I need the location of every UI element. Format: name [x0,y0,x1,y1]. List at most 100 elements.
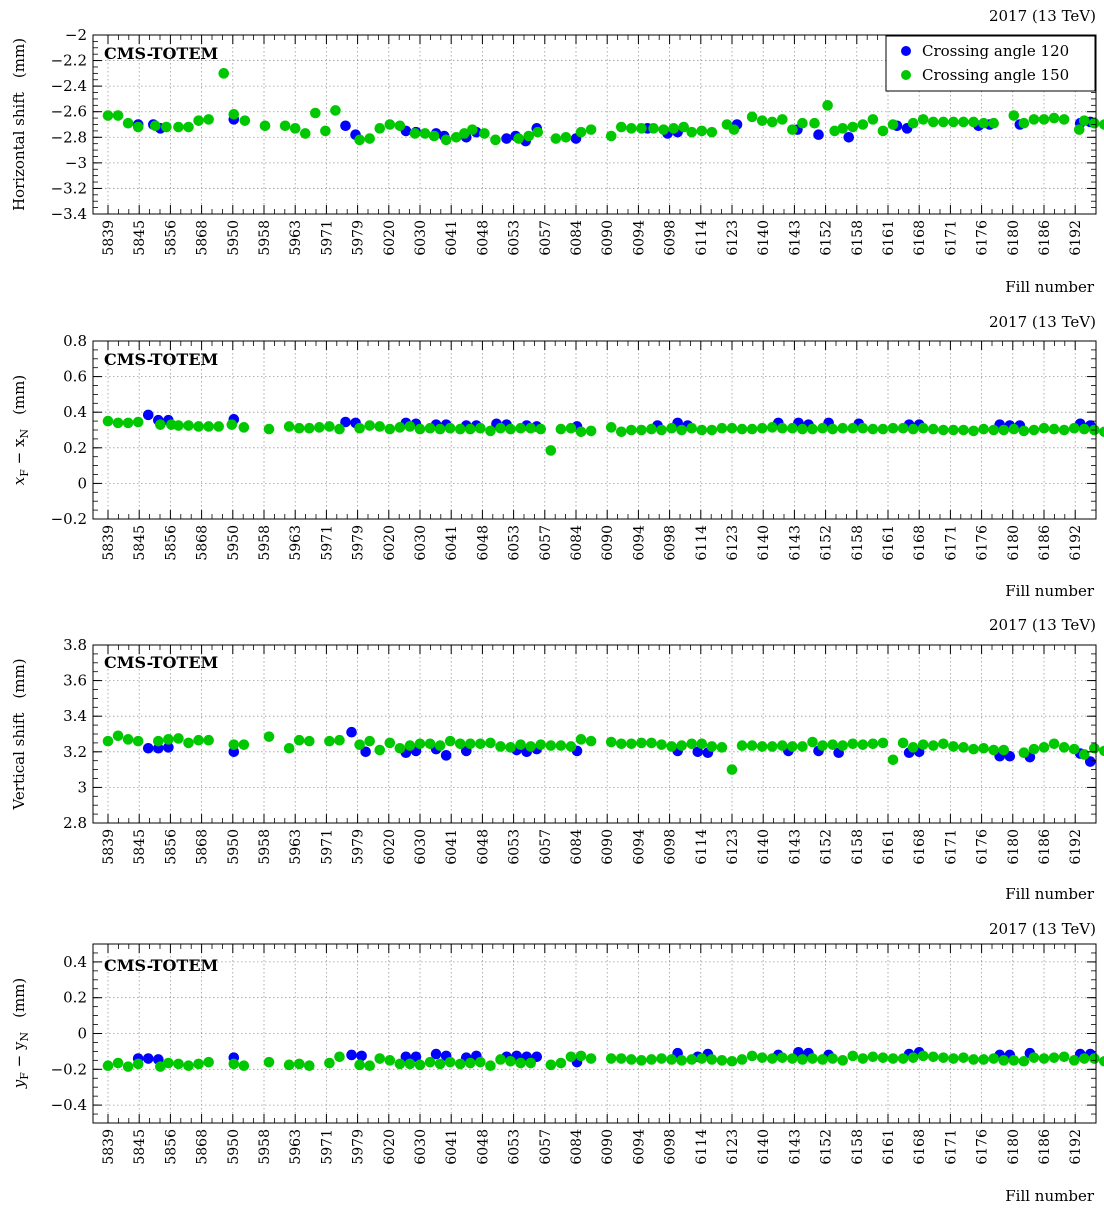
data-point [917,1050,929,1062]
x-tick-label: 5979 [351,1129,367,1165]
data-point [293,1058,305,1070]
data-point [766,422,778,433]
watermark: CMS-TOTEM [104,956,218,975]
y-axis-label-text: Horizontal shift (mm) [10,38,28,211]
data-point [228,1058,240,1070]
data-point [658,124,669,135]
x-tick-label: 6180 [1006,525,1022,561]
data-point [203,734,214,746]
data-point [686,126,698,138]
data-point [1038,114,1050,125]
data-point [374,123,386,134]
data-point [829,125,840,137]
x-tick-label: 6186 [1037,829,1053,865]
data-point [283,1059,295,1071]
panel-vertical-shift: 2017 (13 TeV) 2.8 3 3.2 3.4 3.6 3.8 5839 5845 58… [10,616,1104,903]
data-point [1084,756,1096,767]
data-point [958,116,969,128]
data-point [927,116,939,128]
data-point [404,740,416,751]
legend-marker-150 [901,70,911,80]
data-point [374,744,386,756]
y-axis-unit: (mm) [10,658,28,698]
x-tick-label: 6030 [413,220,429,256]
data-point [897,422,909,434]
data-point [384,119,396,130]
data-point [636,737,647,749]
data-point [887,1053,899,1064]
data-point [867,1051,879,1063]
x-tick-label: 6152 [819,829,835,865]
x-tick-label: 6168 [912,829,928,865]
x-tick-label: 6098 [663,1129,679,1165]
data-point [102,110,114,121]
x-tick-label: 6090 [600,525,616,561]
x-tick-label: 6143 [787,525,803,561]
series-crossing-angle-150 [102,730,1104,775]
data-point [867,423,879,435]
data-point [897,737,909,749]
data-point [1099,426,1104,438]
data-point [374,421,386,432]
data-point [857,1053,869,1064]
x-tick-label: 6020 [382,525,398,561]
data-point [465,1057,476,1069]
x-tick-label: 5856 [163,220,179,256]
data-point [696,424,708,436]
x-tick-label: 6048 [475,829,491,865]
x-tick-label: 6020 [382,829,398,865]
data-point [173,733,184,744]
data-point [877,1052,889,1063]
data-point [239,115,251,126]
data-point [686,1054,698,1065]
data-point [490,134,501,146]
data-point [948,424,959,436]
data-point [1008,110,1020,121]
data-point [340,120,351,132]
x-tick-label: 6161 [881,1129,897,1165]
x-tick-label: 6057 [538,829,554,865]
data-point [263,731,275,742]
data-point [495,422,506,434]
data-point [283,421,295,432]
data-point [479,128,490,139]
data-point [485,737,496,749]
data-point [465,738,476,750]
axes: −0.4 −0.2 0 0.2 0.4 5839 5845 5856 5868 5950 5958 5… [51,943,1096,1165]
data-point [193,421,204,432]
data-point [706,741,718,752]
data-point [907,1052,919,1063]
x-tick-label: 5845 [132,1129,148,1165]
y-axis-unit: (mm) [10,38,28,78]
data-point [132,121,144,133]
data-point [585,425,597,437]
data-point [575,126,587,138]
data-point [1073,124,1085,135]
x-tick-label: 6094 [631,525,647,561]
x-tick-label: 6140 [756,1129,772,1165]
data-point [917,114,929,125]
data-point [666,422,677,434]
x-tick-label: 5958 [257,220,273,256]
y-axis-label: xF − xN (mm) [10,375,31,485]
x-tick-label: 6094 [631,220,647,256]
y-tick-label: −2.8 [51,128,87,146]
data-point [444,1056,456,1068]
y-tick-label: −0.2 [51,510,87,528]
data-point [948,116,959,128]
data-point [155,419,166,430]
data-point [867,114,879,125]
x-tick-label: 6084 [569,525,585,561]
data-point [360,746,371,758]
data-point [303,422,315,434]
data-point [575,426,587,438]
data-point [877,737,889,749]
x-tick-label: 6041 [444,525,460,561]
data-point [847,422,859,434]
data-point [193,734,204,746]
data-point [948,741,959,752]
x-tick-label: 6176 [975,525,991,561]
x-tick-label: 5971 [319,1129,335,1165]
x-tick-label: 6171 [943,1129,959,1165]
data-point [575,734,587,745]
